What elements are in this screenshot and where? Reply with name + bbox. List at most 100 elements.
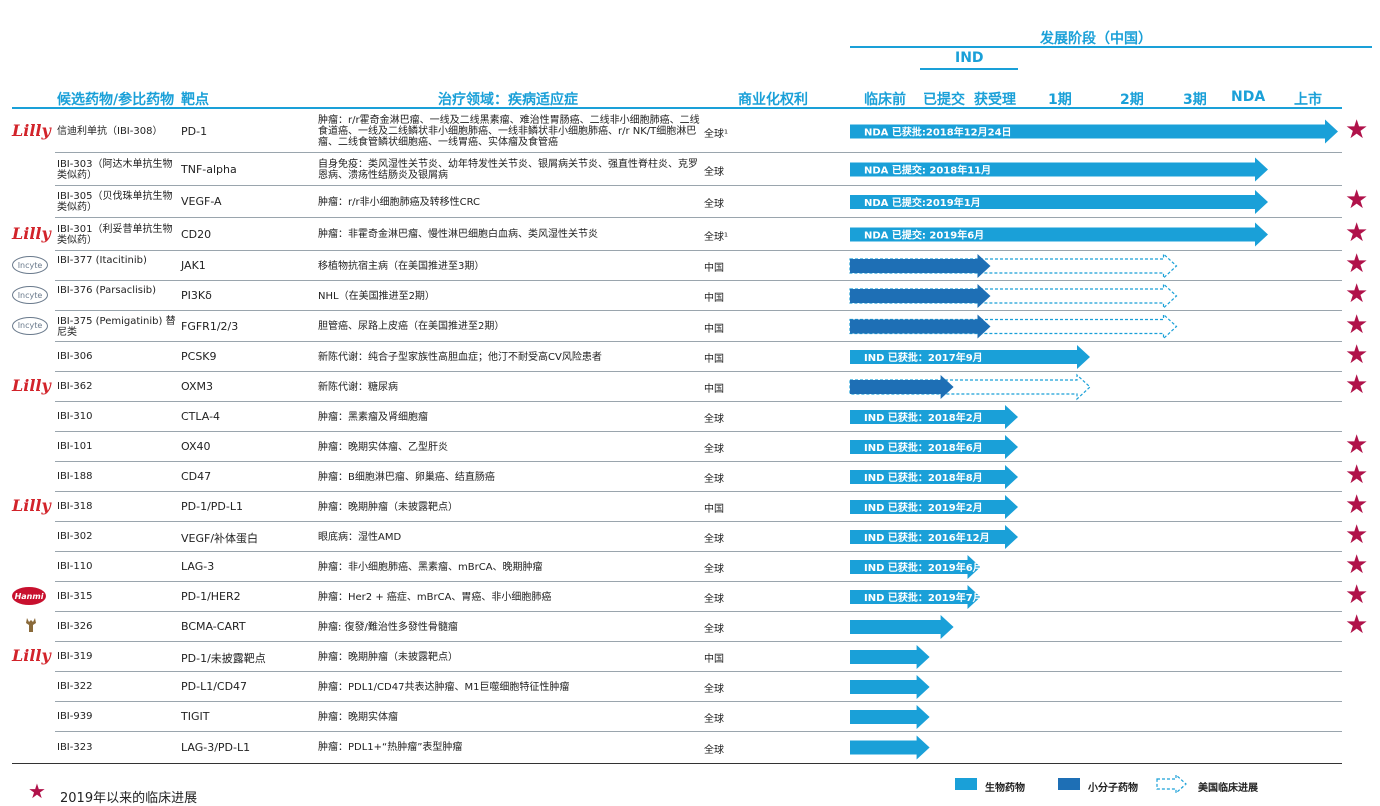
indication: 肿瘤：晚期肿瘤（未披露靶点）: [318, 501, 458, 513]
row-divider: [55, 641, 1342, 642]
legend-us-progress-text: 美国临床进展: [1198, 783, 1258, 794]
candidate-name: IBI-318: [57, 501, 93, 512]
row-divider: [55, 280, 1342, 281]
legend-small-molecule-text: 小分子药物: [1088, 783, 1138, 794]
lilly-logo: Lilly: [12, 496, 51, 515]
stage-arrow-label: IND 已获批：2018年2月: [864, 411, 983, 424]
commercial-rights: 中国: [704, 293, 724, 304]
stage-header-4: 2期: [1120, 92, 1144, 108]
stage-arrow: [850, 157, 1268, 182]
commercial-rights: 全球: [704, 414, 724, 425]
target: PI3Kδ: [181, 289, 212, 302]
row-divider: [55, 701, 1342, 702]
commercial-rights: 中国: [704, 654, 724, 665]
progress-star-icon: ★: [1345, 309, 1369, 340]
stage-arrow-label: NDA 已获批:2018年12月24日: [864, 126, 1012, 139]
stage-arrow-label: IND 已获批：2018年8月: [864, 471, 983, 484]
col-candidate-header: 候选药物/参比药物: [57, 92, 175, 108]
progress-star-icon: ★: [1345, 550, 1369, 580]
indication: 新陈代谢：纯合子型家族性高胆血症；他汀不耐受高CV风险患者: [318, 351, 602, 363]
row-divider: [55, 491, 1342, 492]
table-bottom-rule: [12, 763, 1342, 764]
progress-star-icon: ★: [1345, 490, 1369, 520]
target: PD-1: [181, 124, 208, 138]
commercial-rights: 全球: [704, 744, 724, 756]
stage-arrow: [850, 465, 1018, 489]
stage-arrow: [850, 585, 981, 609]
candidate-name: IBI-101: [57, 441, 93, 452]
stage-arrow: [850, 119, 1338, 144]
stage-header-5: 3期: [1183, 92, 1207, 108]
target: JAK1: [181, 259, 206, 272]
stage-header-2: 获受理: [974, 92, 1016, 108]
incyte-logo: Incyte: [12, 316, 48, 335]
progress-star-icon: ★: [1345, 520, 1369, 550]
commercial-rights: 全球: [704, 474, 724, 485]
indication: 肿瘤：Her2 + 癌症、mBrCA、胃癌、非小细胞肺癌: [318, 591, 552, 603]
commercial-rights: 全球: [704, 684, 724, 695]
legend-star-icon: ★: [28, 779, 46, 803]
indication: 肿瘤：黑素瘤及肾细胞瘤: [318, 411, 428, 423]
legend-star-text: 2019年以来的临床进展: [60, 791, 198, 806]
target: CTLA-4: [181, 410, 221, 423]
commercial-rights: 中国: [704, 354, 724, 365]
header-rule: [12, 107, 1342, 109]
stage-arrow: [850, 405, 1018, 429]
target: LAG-3: [181, 560, 215, 573]
lilly-logo: Lilly: [12, 376, 51, 395]
legend-biologic-text: 生物药物: [985, 783, 1025, 794]
stage-arrow-label: IND 已获批：2019年7月: [864, 591, 983, 604]
stage-arrow: [850, 705, 930, 729]
stage-arrow: [850, 190, 1268, 214]
progress-star-icon: ★: [1345, 370, 1369, 400]
legend-biologic-swatch: [955, 778, 977, 790]
indication: 肿瘤：晚期实体瘤: [318, 711, 398, 723]
commercial-rights: 全球: [704, 444, 724, 455]
target: VEGF-A: [181, 195, 222, 208]
candidate-name: IBI-326: [57, 621, 93, 632]
progress-star-icon: ★: [1345, 580, 1369, 610]
stage-arrow: [850, 284, 991, 308]
incyte-logo: Incyte: [12, 286, 48, 304]
stage-group-title: 发展阶段（中国）: [1040, 31, 1152, 47]
indication: 肿瘤：非霍奇金淋巴瘤、慢性淋巴细胞白血病、类风湿性关节炎: [318, 229, 598, 240]
progress-star-icon: ★: [1345, 217, 1369, 248]
commercial-rights: 全球: [704, 564, 724, 575]
indication: 肿瘤：非小细胞肺癌、黑素瘤、mBrCA、晚期肿瘤: [318, 561, 543, 573]
row-divider: [55, 371, 1342, 372]
col-target-header: 靶点: [181, 92, 209, 108]
stage-arrow: [850, 345, 1090, 369]
ind-group-title: IND: [955, 50, 984, 66]
stage-arrow-label: NDA 已提交: 2018年11月: [864, 164, 991, 177]
target: BCMA-CART: [181, 620, 246, 633]
indication: NHL（在美国推进至2期）: [318, 290, 435, 302]
stage-arrow-label: IND 已获批：2018年6月: [864, 441, 983, 454]
target: PD-1/未披露靶点: [181, 652, 266, 665]
commercial-rights: 全球¹: [704, 231, 729, 243]
stage-arrow-label: IND 已获批：2019年6月: [864, 561, 983, 574]
stage-arrow: [850, 735, 930, 760]
indication: 新陈代谢：糖尿病: [318, 381, 398, 393]
target: TNF-alpha: [181, 162, 237, 176]
candidate-name: IBI-310: [57, 411, 93, 422]
commercial-rights: 中国: [704, 504, 724, 515]
row-divider: [55, 671, 1342, 672]
commercial-rights: 全球: [704, 199, 724, 210]
stage-header-3: 1期: [1048, 92, 1072, 108]
indication: 眼底病：湿性AMD: [318, 531, 402, 543]
row-divider: [55, 217, 1342, 218]
stage-group-line: [850, 46, 1372, 48]
row-divider: [55, 185, 1342, 186]
indication: 自身免疫：类风湿性关节炎、幼年特发性关节炎、银屑病关节炎、强直性脊柱炎、克罗恩病…: [318, 158, 698, 181]
candidate-name: IBI-301（利妥昔单抗生物类似药）: [57, 223, 173, 246]
target: PD-L1/CD47: [181, 680, 248, 693]
stage-arrow: [850, 675, 930, 699]
stage-arrow: [850, 525, 1018, 549]
stage-arrow-label: NDA 已提交:2019年1月: [864, 196, 981, 209]
progress-star-icon: ★: [1345, 279, 1369, 309]
progress-star-icon: ★: [1345, 249, 1369, 279]
candidate-name: IBI-362: [57, 381, 93, 392]
indication: 肿瘤：B细胞淋巴瘤、卵巢癌、结直肠癌: [318, 471, 495, 483]
candidate-name: IBI-322: [57, 681, 93, 692]
commercial-rights: 中国: [704, 384, 724, 395]
